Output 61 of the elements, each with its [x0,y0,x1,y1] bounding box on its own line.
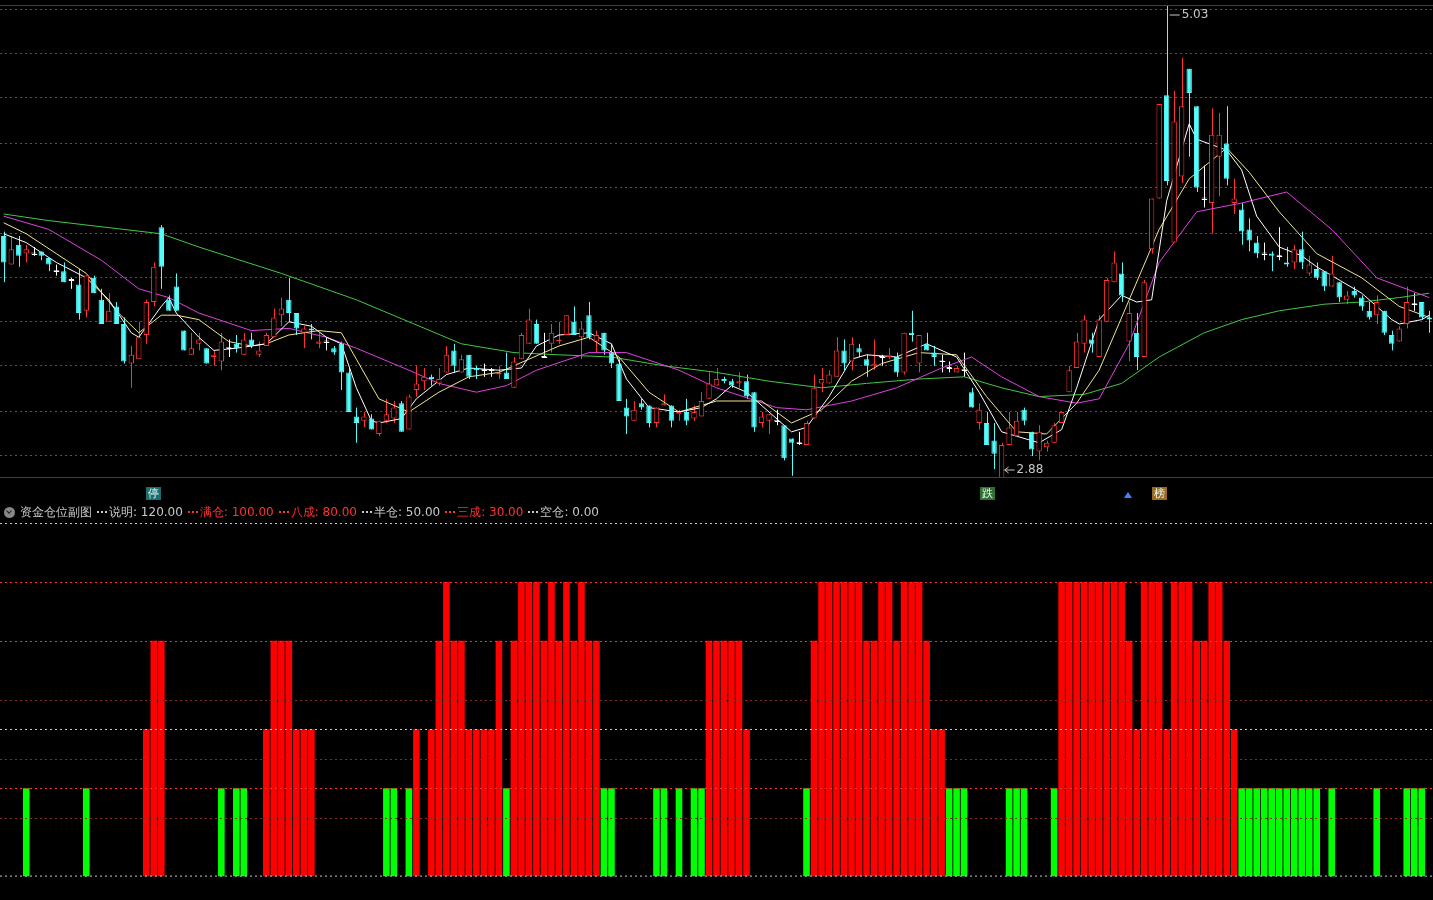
bar [82,788,90,877]
candlestick [271,308,277,338]
candlestick [976,402,982,431]
candlestick [1389,330,1395,351]
candlestick [413,365,420,398]
candlestick [571,305,577,336]
legend-label: 空仓: 0.00 [540,504,599,520]
candlestick [683,398,690,426]
candlestick [286,277,292,323]
bar [413,729,420,877]
legend-label: 说明: 120.00 [109,504,183,520]
candlestick [1006,411,1012,446]
bar [22,788,30,877]
candlestick [556,321,562,345]
annotation: 2.88 [1016,462,1044,477]
candlestick [1231,178,1237,215]
candlestick [1111,250,1117,283]
candlestick [1186,68,1192,158]
chart-title: 资金仓位副图 [20,504,92,520]
candlestick [128,345,134,389]
candlestick [593,330,600,354]
candlestick [1066,365,1072,393]
candlestick [353,407,360,444]
candlestick [841,338,847,371]
candlestick [991,422,997,470]
annotation: 5.03 [1181,7,1209,22]
candlestick [863,354,870,378]
candlestick [383,398,390,424]
candlestick [1426,310,1432,334]
candlestick [586,301,592,340]
candlestick [1081,314,1087,354]
text: 榜 [1152,487,1167,500]
candlestick [1036,424,1042,461]
candlestick [1284,246,1290,268]
candlestick [421,367,427,391]
legend-label: 满仓: 100.00 [199,504,274,520]
candlestick [1246,217,1252,252]
candlestick [451,343,457,373]
candlestick [578,321,585,360]
candlestick [1216,112,1222,197]
candlestick [706,371,712,400]
candlestick [526,308,532,345]
text: 停 [146,487,161,500]
candlestick [466,354,472,380]
bar [1373,788,1381,877]
bar [1328,788,1336,877]
legend-label: 八成: 80.00 [290,504,357,520]
candlestick [931,345,937,367]
candlestick [1088,332,1095,354]
text: 跌 [980,487,995,500]
legend-label: 半仓: 50.00 [373,504,441,520]
candlestick [301,325,307,349]
candlestick [503,352,510,380]
bar [503,788,510,877]
candlestick [788,437,795,477]
candlestick [8,235,14,266]
legend-label: 三成: 30.00 [457,504,524,520]
bar [803,788,810,877]
candlestick [391,400,397,424]
bar [218,788,225,877]
candlestick [1329,255,1335,288]
